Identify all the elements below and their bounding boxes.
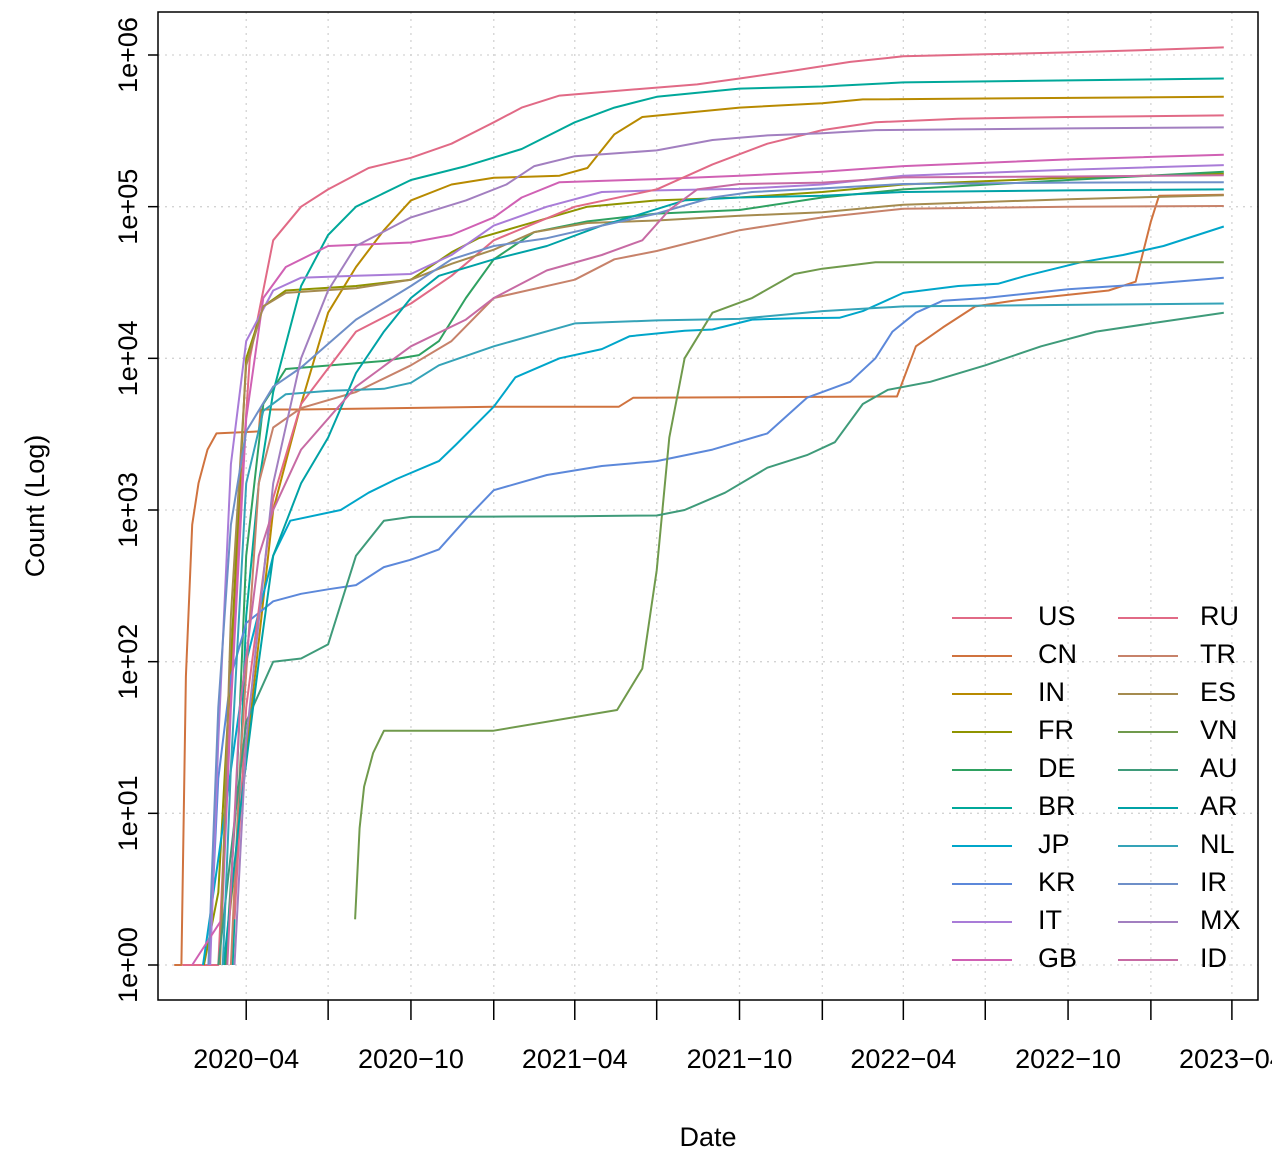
series-line-ar xyxy=(222,188,1224,966)
series-line-es xyxy=(219,194,1224,966)
series-line-ru xyxy=(233,114,1224,920)
series-line-br xyxy=(231,77,1224,966)
series-line-cn xyxy=(174,193,1224,966)
series-line-jp xyxy=(202,225,1225,966)
legend-item-mx: MX xyxy=(1118,905,1241,935)
y-tick-label: 1e+06 xyxy=(113,17,143,93)
legend-item-es: ES xyxy=(1118,677,1236,707)
legend-label: MX xyxy=(1200,905,1241,935)
series-line-id xyxy=(226,174,1224,966)
x-tick-label: 2021−10 xyxy=(687,1044,793,1074)
y-tick-label: 1e+00 xyxy=(113,927,143,1003)
legend-item-tr: TR xyxy=(1118,639,1236,669)
legend-label: KR xyxy=(1038,867,1076,897)
legend-label: IN xyxy=(1038,677,1065,707)
x-tick-label: 2020−04 xyxy=(193,1044,299,1074)
series-line-us xyxy=(182,46,1224,966)
legend-item-it: IT xyxy=(952,905,1062,935)
series-line-ir xyxy=(207,181,1224,966)
series-line-gb xyxy=(191,153,1224,966)
series-line-au xyxy=(217,311,1224,966)
x-tick-label: 2023−04 xyxy=(1179,1044,1272,1074)
legend-label: CN xyxy=(1038,639,1077,669)
legend-item-fr: FR xyxy=(952,715,1074,745)
legend-item-jp: JP xyxy=(952,829,1070,859)
legend-item-ru: RU xyxy=(1118,601,1239,631)
legend-item-kr: KR xyxy=(952,867,1076,897)
plot-frame xyxy=(157,11,1259,1001)
legend-label: AU xyxy=(1200,753,1238,783)
legend-item-br: BR xyxy=(952,791,1076,821)
legend-label: FR xyxy=(1038,715,1074,745)
y-axis: 1e+00 1e+01 1e+02 1e+03 1e+04 1e+05 1e+06 xyxy=(113,17,158,1003)
legend-item-vn: VN xyxy=(1118,715,1238,745)
y-tick-label: 1e+02 xyxy=(113,624,143,700)
legend-label: GB xyxy=(1038,943,1077,973)
y-axis-title: Count (Log) xyxy=(20,435,50,578)
legend-label: JP xyxy=(1038,829,1070,859)
legend-item-au: AU xyxy=(1118,753,1238,783)
legend-label: TR xyxy=(1200,639,1236,669)
x-tick-label: 2022−04 xyxy=(850,1044,956,1074)
legend-item-gb: GB xyxy=(952,943,1077,973)
legend-label: NL xyxy=(1200,829,1235,859)
legend-label: ES xyxy=(1200,677,1236,707)
legend-item-ir: IR xyxy=(1118,867,1227,897)
x-tick-label: 2022−10 xyxy=(1015,1044,1121,1074)
legend-item-id: ID xyxy=(1118,943,1227,973)
series-line-nl xyxy=(221,302,1224,966)
legend-label: US xyxy=(1038,601,1076,631)
legend-label: DE xyxy=(1038,753,1076,783)
y-tick-label: 1e+04 xyxy=(113,320,143,396)
y-tick-label: 1e+05 xyxy=(113,169,143,245)
legend-label: IR xyxy=(1200,867,1227,897)
legend-item-nl: NL xyxy=(1118,829,1235,859)
legend-item-cn: CN xyxy=(952,639,1077,669)
x-axis-title: Date xyxy=(679,1122,736,1152)
legend-item-de: DE xyxy=(952,753,1076,783)
legend-item-ar: AR xyxy=(1118,791,1238,821)
legend-item-in: IN xyxy=(952,677,1065,707)
x-tick-label: 2021−04 xyxy=(522,1044,628,1074)
legend-label: RU xyxy=(1200,601,1239,631)
legend-item-us: US xyxy=(952,601,1076,631)
legend-label: IT xyxy=(1038,905,1062,935)
series-line-mx xyxy=(233,126,1224,966)
legend-label: BR xyxy=(1038,791,1076,821)
series-lines xyxy=(174,46,1225,966)
legend-label: VN xyxy=(1200,715,1238,745)
legend-label: AR xyxy=(1200,791,1238,821)
series-line-vn xyxy=(354,261,1224,920)
legend-label: ID xyxy=(1200,943,1227,973)
series-line-it xyxy=(209,164,1224,966)
y-tick-label: 1e+03 xyxy=(113,472,143,548)
x-axis: 2020−04 2020−10 2021−04 2021−10 2022−04 2022−… xyxy=(193,1000,1272,1074)
legend: US CN IN FR DE BR JP KR IT GB RU TR ES VN AU AR NL IR MX ID xyxy=(952,601,1241,973)
x-tick-label: 2020−10 xyxy=(358,1044,464,1074)
y-tick-label: 1e+01 xyxy=(113,775,143,851)
